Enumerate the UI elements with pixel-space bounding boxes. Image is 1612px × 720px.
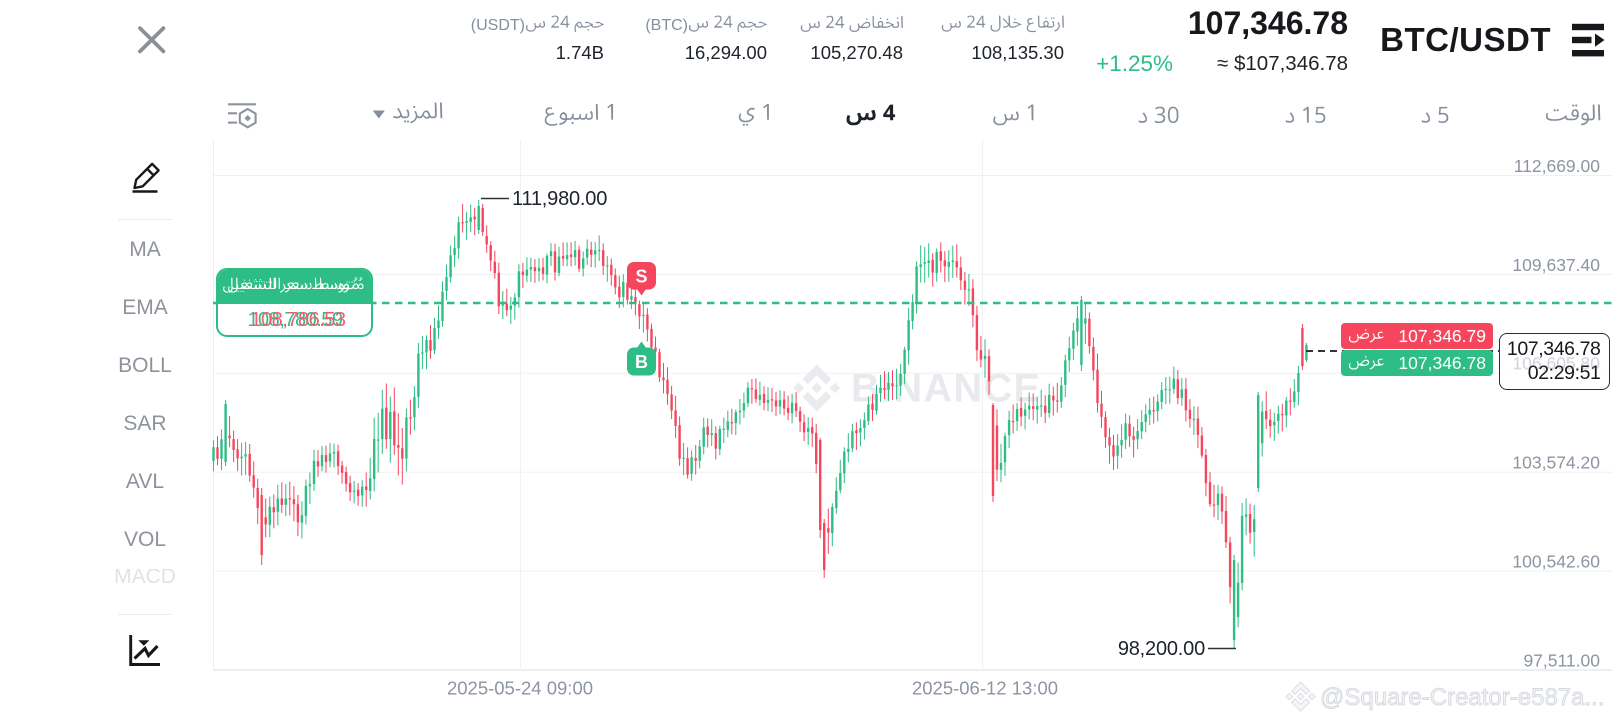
svg-text:S: S <box>635 266 647 286</box>
svg-text:112,669.00: 112,669.00 <box>1514 156 1601 176</box>
svg-text:100,542.60: 100,542.60 <box>1512 552 1600 572</box>
svg-text:2025-05-24 09:00: 2025-05-24 09:00 <box>447 678 593 699</box>
svg-text:98,200.00: 98,200.00 <box>1118 638 1205 660</box>
svg-text:(BTC): (BTC) <box>645 17 688 34</box>
svg-text:2025-06-12 13:00: 2025-06-12 13:00 <box>912 678 1058 699</box>
svg-text:109,637.40: 109,637.40 <box>1512 255 1600 275</box>
svg-text:97,511.00: 97,511.00 <box>1523 651 1600 671</box>
svg-text:(USDT): (USDT) <box>471 17 525 34</box>
svg-text:@Square-Creator-e587a...: @Square-Creator-e587a... <box>1320 684 1605 711</box>
svg-text:103,574.20: 103,574.20 <box>1512 453 1600 473</box>
svg-text:BINANCE: BINANCE <box>851 367 1041 411</box>
svg-text:111,980.00: 111,980.00 <box>512 188 607 210</box>
svg-text:B: B <box>635 352 648 372</box>
